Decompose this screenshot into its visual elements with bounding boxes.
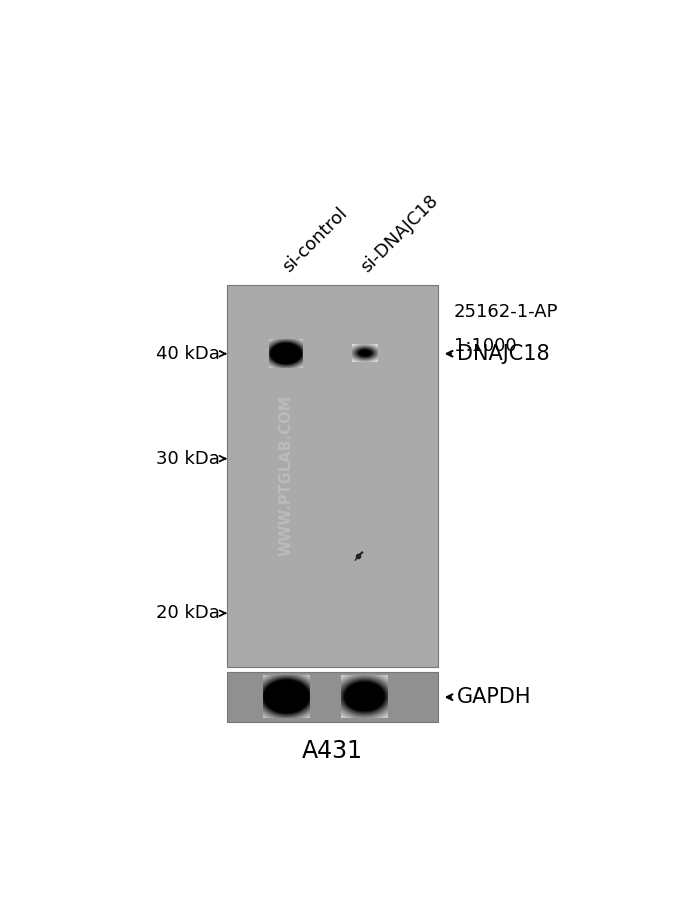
Bar [227, 285, 438, 667]
Text: 25162-1-AP: 25162-1-AP [454, 303, 558, 321]
Text: DNAJC18: DNAJC18 [456, 343, 549, 364]
Text: si-DNAJC18: si-DNAJC18 [357, 192, 441, 276]
Text: si-control: si-control [279, 205, 351, 276]
Text: 20 kDa: 20 kDa [156, 605, 220, 623]
Bar [227, 672, 438, 722]
Text: GAPDH: GAPDH [456, 687, 531, 707]
Text: WWW.PTGLAB.COM: WWW.PTGLAB.COM [279, 396, 294, 557]
Text: 30 kDa: 30 kDa [156, 450, 220, 468]
Text: A431: A431 [302, 740, 363, 763]
Text: 40 kDa: 40 kDa [156, 345, 220, 363]
Text: 1:1000: 1:1000 [454, 337, 517, 355]
